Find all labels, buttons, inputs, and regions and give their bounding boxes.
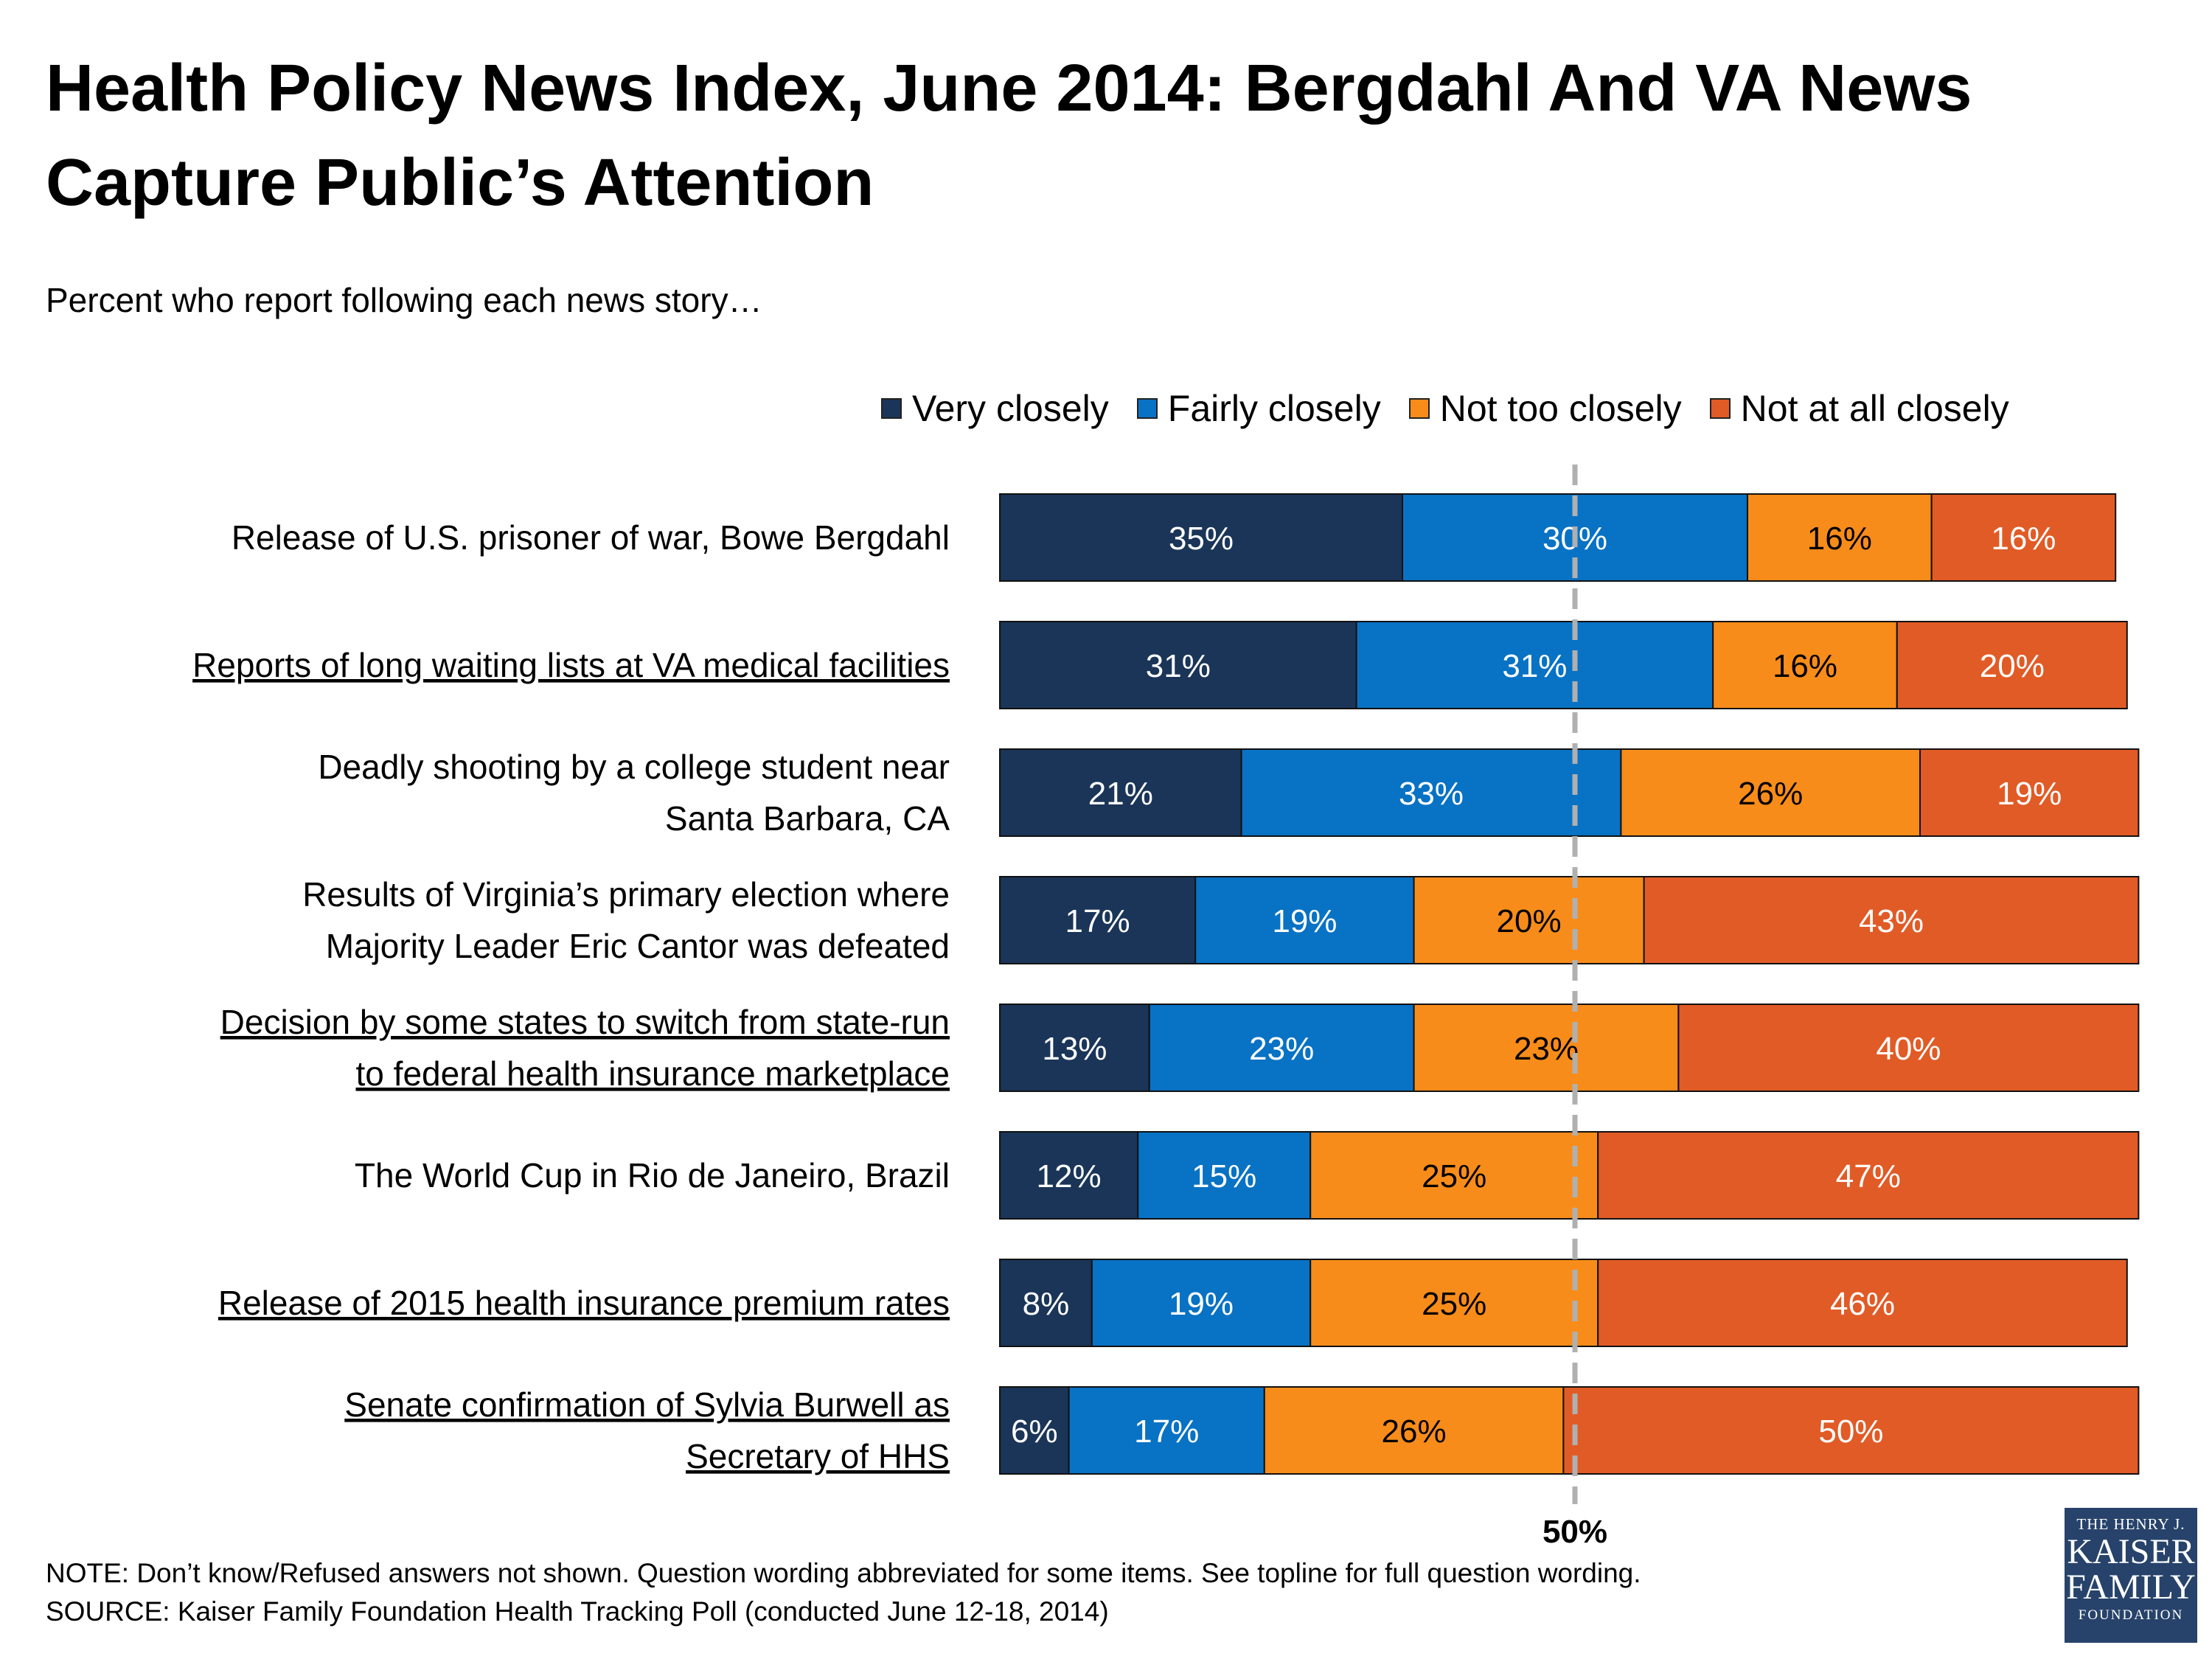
category-label: Release of U.S. prisoner of war, Bowe Be… bbox=[232, 518, 950, 557]
chart-title: Health Policy News Index, June 2014: Ber… bbox=[46, 52, 1972, 220]
data-label-fairly-closely: 19% bbox=[1169, 1286, 1234, 1322]
category-label: Deadly shooting by a college student nea… bbox=[318, 748, 950, 786]
data-label-not-too-closely: 23% bbox=[1514, 1031, 1579, 1067]
bar-segment-not-at-all-closely bbox=[1562, 1386, 2140, 1475]
note-text: NOTE: Don’t know/Refused answers not sho… bbox=[46, 1558, 1641, 1588]
category-label: The World Cup in Rio de Janeiro, Brazil bbox=[355, 1156, 950, 1194]
data-label-fairly-closely: 31% bbox=[1502, 648, 1567, 684]
bar-segment-very-closely bbox=[999, 876, 1197, 964]
data-label-fairly-closely: 17% bbox=[1134, 1413, 1199, 1450]
reference-line-label: 50% bbox=[1543, 1514, 1607, 1550]
data-label-fairly-closely: 15% bbox=[1192, 1158, 1256, 1194]
bar-segment-very-closely bbox=[999, 1386, 1070, 1475]
logo-line4: FOUNDATION bbox=[2078, 1607, 2184, 1623]
chart-subtitle: Percent who report following each news s… bbox=[46, 281, 762, 319]
bar-segment-not-too-closely bbox=[1747, 493, 1933, 582]
data-label-very-closely: 35% bbox=[1169, 521, 1234, 557]
legend-item-fairly-closely: Fairly closely bbox=[1136, 387, 1381, 430]
data-label-not-too-closely: 26% bbox=[1738, 776, 1803, 812]
data-label-very-closely: 12% bbox=[1037, 1158, 1102, 1194]
data-label-very-closely: 21% bbox=[1088, 776, 1153, 812]
bar-segment-not-too-closely bbox=[1712, 621, 1898, 709]
bar-segment-very-closely bbox=[999, 1004, 1150, 1092]
bar-segment-not-at-all-closely bbox=[1919, 748, 2140, 837]
bar-segment-not-too-closely bbox=[1263, 1386, 1565, 1475]
data-label-not-at-all-closely: 16% bbox=[1991, 521, 2056, 557]
data-label-very-closely: 13% bbox=[1042, 1031, 1107, 1067]
bar-segment-very-closely bbox=[999, 1259, 1093, 1347]
bar-segment-not-at-all-closely bbox=[1597, 1259, 2128, 1347]
data-label-not-at-all-closely: 46% bbox=[1830, 1286, 1895, 1322]
category-label: Decision by some states to switch from s… bbox=[220, 1003, 950, 1041]
data-label-fairly-closely: 33% bbox=[1399, 776, 1464, 812]
bar-segment-very-closely bbox=[999, 748, 1242, 837]
bar-segment-not-at-all-closely bbox=[1930, 493, 2117, 582]
bar-segment-fairly-closely bbox=[1240, 748, 1622, 837]
data-label-very-closely: 8% bbox=[1023, 1286, 1070, 1322]
footnote: NOTE: Don’t know/Refused answers not sho… bbox=[46, 1554, 1641, 1631]
data-label-very-closely: 6% bbox=[1011, 1413, 1058, 1450]
bar-segment-not-at-all-closely bbox=[1597, 1131, 2140, 1220]
kff-logo: THE HENRY J. KAISER FAMILY FOUNDATION bbox=[2065, 1508, 2197, 1643]
data-label-not-too-closely: 16% bbox=[1773, 648, 1837, 684]
bar-segment-not-at-all-closely bbox=[1677, 1004, 2140, 1092]
legend-swatch-not-too-closely bbox=[1408, 398, 1430, 419]
bar-segment-not-at-all-closely bbox=[1896, 621, 2128, 709]
data-label-not-too-closely: 25% bbox=[1422, 1158, 1486, 1194]
bar-segment-fairly-closely bbox=[1137, 1131, 1312, 1220]
category-label: Reports of long waiting lists at VA medi… bbox=[192, 646, 950, 684]
bar-segment-not-too-closely bbox=[1413, 1004, 1680, 1092]
source-text: SOURCE: Kaiser Family Foundation Health … bbox=[46, 1596, 1109, 1627]
data-label-very-closely: 17% bbox=[1065, 903, 1130, 939]
bar-segment-very-closely bbox=[999, 493, 1403, 582]
data-label-fairly-closely: 19% bbox=[1272, 903, 1337, 939]
legend-item-not-too-closely: Not too closely bbox=[1408, 387, 1682, 430]
data-label-not-too-closely: 20% bbox=[1497, 903, 1562, 939]
category-label: to federal health insurance marketplace bbox=[356, 1054, 950, 1093]
data-label-not-too-closely: 16% bbox=[1807, 521, 1872, 557]
legend-swatch-very-closely bbox=[881, 398, 902, 419]
logo-line3: FAMILY bbox=[2066, 1568, 2196, 1607]
legend-swatch-not-at-all-closely bbox=[1709, 398, 1731, 419]
legend-label-not-too-closely: Not too closely bbox=[1439, 388, 1682, 429]
data-label-not-at-all-closely: 50% bbox=[1818, 1413, 1883, 1450]
data-label-not-at-all-closely: 20% bbox=[1980, 648, 2045, 684]
data-label-not-at-all-closely: 40% bbox=[1876, 1031, 1941, 1067]
bar-segment-not-too-closely bbox=[1310, 1259, 1599, 1347]
bar-segment-not-at-all-closely bbox=[1643, 876, 2140, 964]
legend-label-fairly-closely: Fairly closely bbox=[1167, 388, 1381, 429]
data-label-not-at-all-closely: 19% bbox=[1997, 776, 2062, 812]
category-label: Santa Barbara, CA bbox=[665, 799, 950, 838]
legend-item-not-at-all-closely: Not at all closely bbox=[1709, 387, 2009, 430]
data-label-not-at-all-closely: 47% bbox=[1836, 1158, 1901, 1194]
category-label: Senate confirmation of Sylvia Burwell as bbox=[344, 1385, 950, 1424]
bar-segment-fairly-closely bbox=[1194, 876, 1415, 964]
legend-swatch-fairly-closely bbox=[1136, 398, 1158, 419]
legend-label-very-closely: Very closely bbox=[912, 388, 1109, 429]
bar-segment-not-too-closely bbox=[1620, 748, 1921, 837]
logo-line2: KAISER bbox=[2067, 1532, 2195, 1571]
data-label-fairly-closely: 23% bbox=[1249, 1031, 1314, 1067]
bar-segment-not-too-closely bbox=[1413, 876, 1645, 964]
category-label: Majority Leader Eric Cantor was defeated bbox=[326, 927, 950, 965]
bar-segment-fairly-closely bbox=[1355, 621, 1714, 709]
bar-segment-very-closely bbox=[999, 621, 1357, 709]
data-label-not-too-closely: 26% bbox=[1382, 1413, 1447, 1450]
category-label: Release of 2015 health insurance premium… bbox=[218, 1284, 950, 1322]
bar-segment-fairly-closely bbox=[1148, 1004, 1415, 1092]
legend-label-not-at-all-closely: Not at all closely bbox=[1740, 388, 2009, 429]
category-label: Secretary of HHS bbox=[686, 1437, 950, 1475]
bar-segment-fairly-closely bbox=[1091, 1259, 1312, 1347]
legend: Very closely Fairly closely Not too clos… bbox=[881, 385, 2009, 432]
logo-line1: THE HENRY J. bbox=[2076, 1515, 2185, 1533]
category-label: Results of Virginia’s primary election w… bbox=[302, 875, 950, 914]
bar-segment-fairly-closely bbox=[1068, 1386, 1265, 1475]
data-label-not-at-all-closely: 43% bbox=[1859, 903, 1924, 939]
data-label-not-too-closely: 25% bbox=[1422, 1286, 1486, 1322]
legend-item-very-closely: Very closely bbox=[881, 387, 1109, 430]
bar-segment-not-too-closely bbox=[1310, 1131, 1599, 1220]
data-label-very-closely: 31% bbox=[1146, 648, 1211, 684]
